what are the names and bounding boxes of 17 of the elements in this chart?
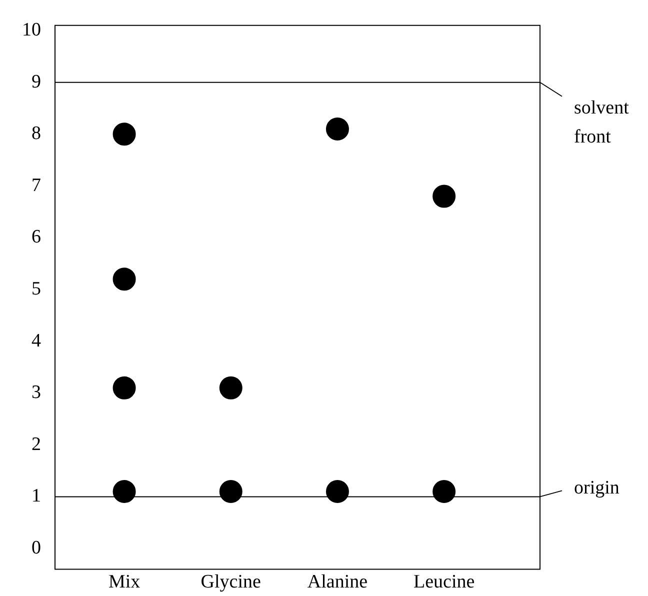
x-tick-label: Leucine [413, 572, 475, 593]
y-tick-label: 9 [32, 71, 41, 92]
y-tick-label: 0 [32, 537, 41, 558]
y-tick-label: 2 [32, 434, 41, 455]
y-tick-label: 6 [32, 226, 41, 248]
y-tick-label: 4 [32, 330, 42, 352]
y-tick-label: 1 [32, 486, 41, 507]
y-tick-label: 10 [22, 20, 41, 41]
y-tick-label: 7 [32, 174, 41, 196]
y-tick-label: 5 [32, 278, 41, 300]
ref-line-label: origin [574, 478, 620, 499]
x-tick-label: Glycine [200, 572, 261, 593]
x-tick-label: Alanine [307, 572, 368, 593]
y-tick-label: 3 [32, 382, 41, 404]
ref-line-label: solvent front [574, 97, 630, 148]
y-tick-label: 8 [32, 123, 41, 144]
x-tick-label: Mix [108, 572, 141, 593]
